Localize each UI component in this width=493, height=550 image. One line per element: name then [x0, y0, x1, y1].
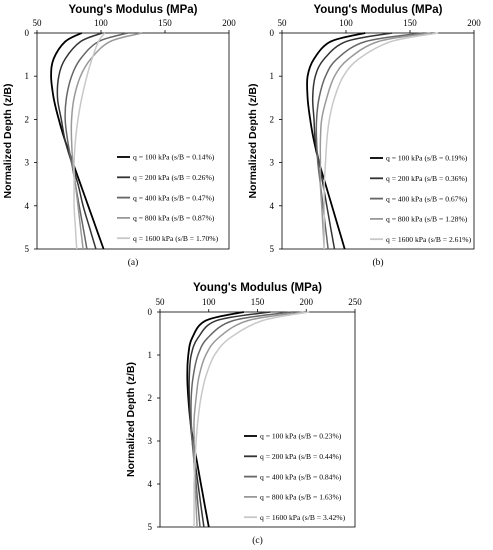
- x-tick-label: 150: [158, 18, 172, 28]
- chart-panel-3: Young's Modulus (MPa) 50 100 150 200 250 0 1 2 3 4…: [125, 282, 362, 546]
- legend-entry: q = 800 kPa (s/B = 1.63%): [260, 493, 342, 502]
- legend-entry: q = 200 kPa (s/B = 0.26%): [133, 173, 215, 182]
- series-line-3: [190, 311, 292, 528]
- x-tick-label: 200: [222, 18, 236, 28]
- legend-entry: q = 800 kPa (s/B = 0.87%): [133, 214, 215, 223]
- chart-panel-1: Young's Modulus (MPa) 50 100 150 200 0 1 2 3 4 5 No…: [2, 4, 236, 268]
- chart-panel-2: Young's Modulus (MPa) 50 100 150 200 0 1 2 3 4 5 No…: [247, 4, 481, 268]
- y-tick-label: 2: [25, 114, 30, 124]
- y-tick-label: 5: [25, 244, 30, 254]
- y-axis-label: Normalized Depth (z/B): [125, 362, 137, 477]
- legend-entry: q = 1600 kPa (s/B = 3.42%): [260, 513, 346, 522]
- y-tick-label: 1: [148, 350, 153, 360]
- x-tick-label: 150: [251, 297, 265, 307]
- y-tick-label: 5: [148, 522, 153, 532]
- legend-entry: q = 1600 kPa (s/B = 1.70%): [133, 234, 219, 243]
- series-line-4: [193, 311, 305, 528]
- series-line-2: [188, 311, 271, 528]
- panel-label: (a): [128, 257, 139, 268]
- y-axis-label: Normalized Depth (z/B): [2, 84, 14, 199]
- legend-entry: q = 200 kPa (s/B = 0.36%): [386, 174, 468, 183]
- y-tick-label: 3: [270, 158, 275, 168]
- y-tick-label: 0: [25, 28, 30, 38]
- y-tick-label: 1: [25, 71, 30, 81]
- x-tick-label: 100: [339, 18, 353, 28]
- x-tick-label: 100: [202, 297, 216, 307]
- y-axis-label: Normalized Depth (z/B): [247, 84, 259, 199]
- y-tick-label: 1: [270, 71, 275, 81]
- legend: q = 100 kPa (s/B = 0.14%) q = 200 kPa (s/…: [117, 153, 219, 243]
- y-tick-label: 4: [25, 201, 30, 211]
- series-line-1: [50, 32, 105, 250]
- legend: q = 100 kPa (s/B = 0.23%) q = 200 kPa (s/…: [244, 432, 346, 522]
- x-tick-label: 200: [467, 18, 481, 28]
- legend-entry: q = 100 kPa (s/B = 0.19%): [386, 154, 468, 163]
- x-tick-label: 50: [278, 18, 288, 28]
- y-tick-label: 0: [270, 28, 275, 38]
- series-line-2: [56, 32, 103, 250]
- y-tick-label: 5: [270, 244, 275, 254]
- legend-entry: q = 800 kPa (s/B = 1.28%): [386, 215, 468, 224]
- series-line-2: [311, 32, 393, 250]
- x-tick-label: 100: [94, 18, 108, 28]
- y-tick-label: 3: [25, 158, 30, 168]
- series-line-5: [73, 32, 106, 250]
- legend: q = 100 kPa (s/B = 0.19%) q = 200 kPa (s/…: [370, 154, 472, 244]
- series-line-4: [319, 32, 431, 250]
- x-tick-label: 200: [300, 297, 314, 307]
- chart-title: Young's Modulus (MPa): [313, 4, 442, 16]
- series-line-1: [306, 32, 366, 250]
- legend-entry: q = 400 kPa (s/B = 0.67%): [386, 194, 468, 203]
- x-tick-label: 150: [403, 18, 417, 28]
- x-tick-label: 50: [33, 18, 43, 28]
- y-tick-label: 2: [270, 114, 275, 124]
- y-tick-label: 0: [148, 307, 153, 317]
- series-line-5: [323, 32, 439, 249]
- series-line-3: [315, 32, 423, 250]
- y-tick-label: 4: [270, 201, 275, 211]
- y-tick-label: 2: [148, 393, 153, 403]
- panel-label: (b): [372, 257, 383, 268]
- x-tick-label: 250: [348, 297, 362, 307]
- legend-entry: q = 100 kPa (s/B = 0.23%): [260, 432, 342, 441]
- panel-label: (c): [252, 535, 263, 546]
- x-tick-label: 50: [156, 297, 166, 307]
- legend-entry: q = 1600 kPa (s/B = 2.61%): [386, 235, 472, 244]
- y-tick-label: 4: [148, 479, 153, 489]
- legend-entry: q = 200 kPa (s/B = 0.44%): [260, 452, 342, 461]
- legend-entry: q = 400 kPa (s/B = 0.47%): [133, 193, 215, 202]
- series-line-5: [193, 311, 310, 527]
- chart-title: Young's Modulus (MPa): [68, 4, 197, 16]
- chart-title: Young's Modulus (MPa): [193, 282, 322, 294]
- series-line-3: [64, 32, 129, 250]
- legend-entry: q = 100 kPa (s/B = 0.14%): [133, 153, 215, 162]
- plot-frame: [281, 32, 475, 250]
- y-tick-label: 3: [148, 436, 153, 446]
- legend-entry: q = 400 kPa (s/B = 0.84%): [260, 472, 342, 481]
- plot-frame: [36, 32, 230, 250]
